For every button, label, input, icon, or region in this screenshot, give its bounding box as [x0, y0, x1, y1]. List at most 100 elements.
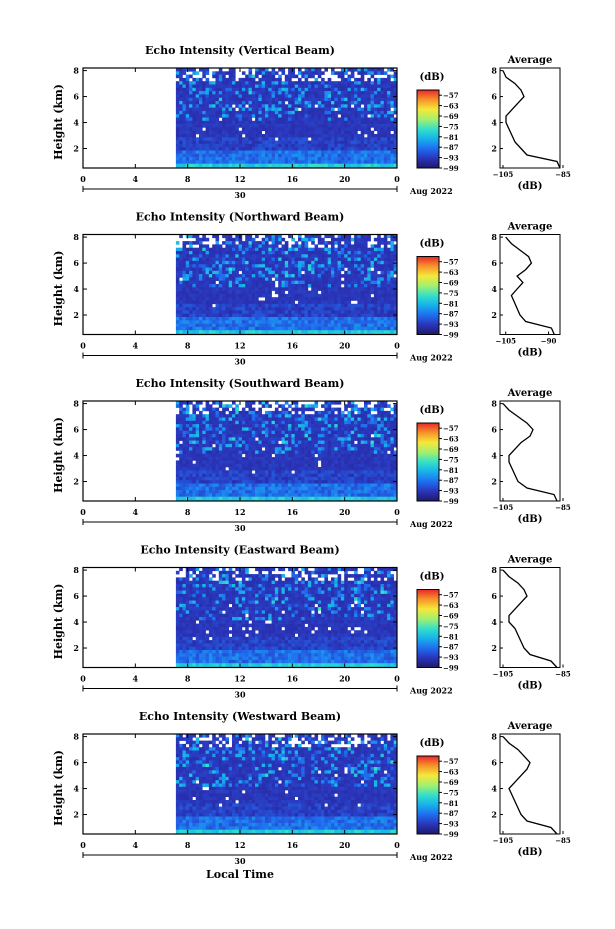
heatmap-cell	[189, 457, 193, 461]
heatmap-cell	[241, 77, 246, 82]
heatmap-cell	[208, 430, 213, 435]
heatmap-cell	[307, 81, 312, 85]
heatmap-cell	[340, 71, 345, 75]
heatmap-cell	[278, 147, 282, 151]
heatmap-cell	[344, 137, 348, 141]
heatmap-cell	[354, 150, 358, 155]
heatmap-cell	[218, 486, 223, 491]
heatmap-cell	[251, 424, 256, 428]
colorbar-tick-label: −99	[443, 331, 459, 340]
heatmap-cell	[208, 267, 213, 272]
heatmap-cell	[354, 134, 358, 138]
heatmap-cell	[179, 97, 183, 102]
heatmap-cell	[281, 310, 286, 314]
heatmap-cell	[304, 241, 309, 245]
heatmap-cell	[192, 101, 196, 105]
heatmap-cell	[327, 94, 332, 98]
heatmap-cell	[284, 153, 289, 158]
heatmap-cell	[390, 303, 394, 308]
heatmap-cell	[298, 94, 302, 98]
heatmap-cell	[265, 160, 269, 164]
heatmap-cell	[268, 91, 272, 95]
heatmap-cell	[261, 260, 266, 265]
heatmap-cell	[317, 137, 322, 141]
heatmap-cell	[228, 277, 233, 281]
heatmap-cell	[265, 317, 269, 321]
heatmap-cell	[393, 81, 398, 85]
heatmap-cell	[225, 101, 229, 105]
heatmap-cell	[192, 307, 196, 311]
heatmap-cell	[265, 453, 269, 458]
heatmap-cell	[218, 467, 223, 471]
heatmap-cell	[199, 104, 203, 108]
heatmap-cell	[185, 147, 190, 151]
heatmap-cell	[202, 297, 206, 301]
heatmap-cell	[232, 297, 236, 301]
heatmap-cell	[185, 267, 190, 272]
heatmap-cell	[235, 317, 239, 321]
heatmap-cell	[334, 87, 338, 92]
heatmap-cell	[334, 303, 338, 308]
heatmap-cell	[251, 247, 256, 252]
heatmap-cell	[245, 460, 249, 464]
heatmap-cell	[255, 470, 259, 474]
heatmap-cell	[199, 424, 203, 428]
heatmap-cell	[258, 247, 262, 252]
heatmap-cell	[284, 147, 289, 151]
heatmap-cell	[294, 290, 299, 295]
heatmap-cell	[370, 307, 375, 311]
heatmap-cell	[212, 293, 216, 298]
heatmap-cell	[265, 104, 269, 108]
heatmap-cell	[202, 424, 206, 428]
heatmap-cell	[357, 163, 361, 168]
heatmap-cell	[301, 160, 305, 164]
heatmap-cell	[255, 486, 259, 491]
heatmap-cell	[278, 134, 282, 138]
heatmap-cell	[347, 247, 352, 252]
heatmap-cell	[228, 147, 233, 151]
heatmap-cell	[354, 77, 358, 82]
heatmap-cell	[238, 267, 243, 272]
heatmap-cell	[225, 404, 229, 408]
heatmap-cell	[212, 300, 216, 305]
heatmap-cell	[354, 157, 358, 161]
heatmap-cell	[182, 284, 187, 288]
heatmap-cell	[337, 267, 342, 272]
heatmap-cell	[218, 153, 223, 158]
heatmap-cell	[195, 460, 200, 464]
heatmap-cell	[212, 437, 216, 441]
heatmap-cell	[222, 447, 226, 451]
heatmap-cell	[311, 313, 315, 318]
heatmap-cell	[265, 434, 269, 438]
heatmap-cell	[238, 264, 243, 268]
heatmap-cell	[179, 270, 183, 275]
heatmap-cell	[205, 134, 210, 138]
heatmap-cell	[189, 254, 193, 258]
heatmap-cell	[202, 150, 206, 155]
heatmap-cell	[225, 143, 229, 148]
x-tick-label: 20	[339, 174, 351, 184]
heatmap-cell	[304, 317, 309, 321]
heatmap-cell	[304, 150, 309, 155]
heatmap-cell	[228, 241, 233, 245]
heatmap-cell	[354, 326, 358, 331]
heatmap-cell	[258, 94, 262, 98]
heatmap-cell	[189, 307, 193, 311]
heatmap-cell	[383, 260, 388, 265]
heatmap-cell	[298, 274, 302, 278]
heatmap-cell	[189, 270, 193, 275]
heatmap-cell	[334, 284, 338, 288]
heatmap-cell	[192, 264, 196, 268]
heatmap-cell	[195, 297, 200, 301]
heatmap-cell	[238, 260, 243, 265]
heatmap-cell	[235, 437, 239, 441]
heatmap-cell	[350, 74, 355, 79]
heatmap-cell	[291, 127, 295, 131]
heatmap-cell	[360, 140, 365, 145]
heatmap-cell	[298, 287, 302, 291]
heatmap-cell	[288, 234, 292, 239]
heatmap-cell	[215, 496, 220, 501]
heatmap-cell	[265, 140, 269, 145]
heatmap-cell	[208, 257, 213, 262]
heatmap-cell	[288, 326, 292, 331]
